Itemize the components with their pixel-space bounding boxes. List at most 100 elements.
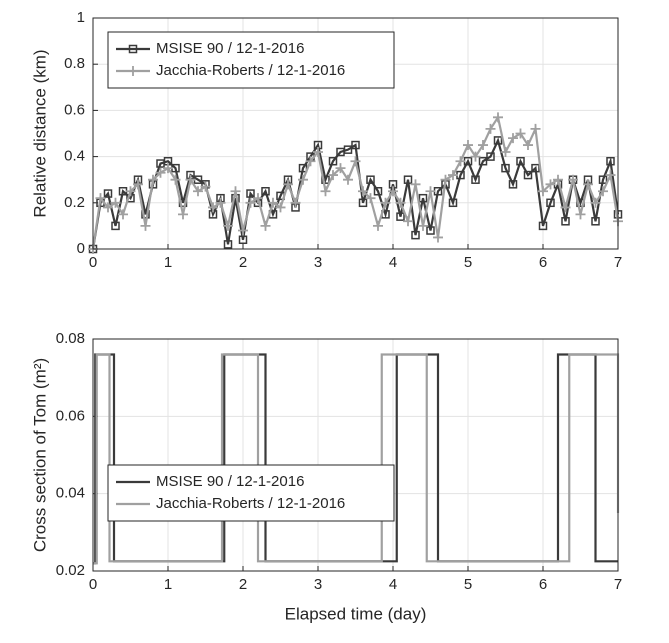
marker [223, 220, 233, 231]
marker [193, 186, 203, 197]
marker [590, 197, 601, 208]
marker [275, 202, 286, 213]
marker [103, 189, 113, 198]
marker [238, 235, 248, 245]
x-tick-label: 3 [314, 576, 322, 593]
marker [260, 220, 271, 231]
marker [448, 198, 458, 208]
marker [335, 163, 346, 174]
marker [103, 202, 113, 213]
y-tick-label: 0.4 [64, 148, 85, 165]
marker [343, 145, 353, 154]
marker [133, 179, 143, 190]
marker [508, 180, 518, 189]
y-tick-label: 0.6 [64, 101, 85, 118]
series-line [91, 137, 620, 250]
legend-label: Jacchia-Roberts / 12-1-2016 [156, 62, 345, 79]
marker [411, 230, 420, 240]
y-tick-label: 0.02 [56, 562, 85, 579]
legend-marker [128, 66, 138, 76]
marker [380, 197, 391, 208]
y-tick-label: 1 [77, 9, 85, 26]
marker [208, 202, 218, 213]
marker [350, 156, 361, 167]
marker [351, 140, 360, 150]
marker [486, 152, 495, 161]
legend-box [107, 464, 395, 522]
marker [155, 167, 166, 178]
marker [261, 187, 270, 196]
marker [230, 186, 241, 197]
y-tick-label: 0.8 [64, 55, 85, 72]
x-tick-label: 2 [239, 576, 247, 593]
marker [471, 175, 480, 184]
axes-frame [92, 338, 619, 572]
marker [215, 197, 226, 208]
marker [433, 232, 443, 243]
marker [440, 174, 451, 185]
y-tick-label: 0.2 [64, 194, 85, 211]
y-tick-label: 0.08 [56, 330, 85, 347]
marker [110, 197, 121, 208]
legend-label: MSISE 90 / 12-1-2016 [156, 473, 304, 490]
marker [546, 198, 555, 208]
marker [485, 123, 496, 134]
x-tick-label: 1 [164, 576, 172, 593]
marker [478, 140, 488, 151]
marker [470, 151, 481, 162]
marker [598, 186, 608, 197]
marker [515, 128, 526, 139]
marker [366, 175, 375, 184]
marker [95, 193, 106, 204]
marker [560, 202, 571, 213]
marker [448, 170, 458, 181]
marker [403, 216, 413, 227]
marker [298, 174, 308, 185]
marker [418, 220, 428, 231]
legend-marker [128, 44, 138, 54]
marker [223, 240, 233, 249]
marker [328, 156, 338, 166]
marker [388, 186, 398, 197]
marker [523, 140, 533, 151]
y-tick-label: 0.04 [56, 485, 85, 502]
y-tick-label: 0.06 [56, 407, 85, 424]
marker [118, 209, 128, 220]
y-axis-label: Cross section of Tom (m²) [30, 358, 49, 552]
marker [568, 174, 578, 185]
marker [111, 221, 120, 231]
legend-label: Jacchia-Roberts / 12-1-2016 [156, 495, 345, 512]
marker [140, 220, 151, 231]
marker [148, 174, 158, 185]
x-tick-label: 7 [614, 576, 622, 593]
marker [320, 186, 331, 197]
marker [545, 179, 556, 190]
marker [343, 174, 353, 185]
marker [321, 175, 330, 184]
axes: 0 1 2 3 4 5 6 7 0.02 0.04 0.06 0.08 Cross section of… [30, 330, 622, 624]
series-line [93, 353, 620, 565]
marker [313, 146, 323, 157]
x-tick-label: 7 [614, 254, 622, 271]
x-tick-label: 4 [389, 254, 397, 271]
marker [141, 210, 150, 219]
y-tick-label: 0 [77, 240, 85, 257]
marker [501, 163, 510, 173]
marker [455, 156, 466, 167]
x-tick-label: 2 [239, 254, 247, 271]
legend-label: MSISE 90 / 12-1-2016 [156, 40, 304, 57]
marker [523, 170, 533, 180]
x-tick-label: 0 [89, 576, 97, 593]
marker [185, 174, 196, 185]
legend-box [107, 31, 395, 89]
marker [238, 225, 248, 236]
x-tick-label: 1 [164, 254, 172, 271]
marker [598, 175, 608, 184]
marker [575, 209, 586, 220]
marker [358, 186, 368, 197]
marker [538, 221, 548, 231]
marker [298, 163, 308, 173]
marker [358, 198, 368, 208]
marker [538, 186, 548, 197]
